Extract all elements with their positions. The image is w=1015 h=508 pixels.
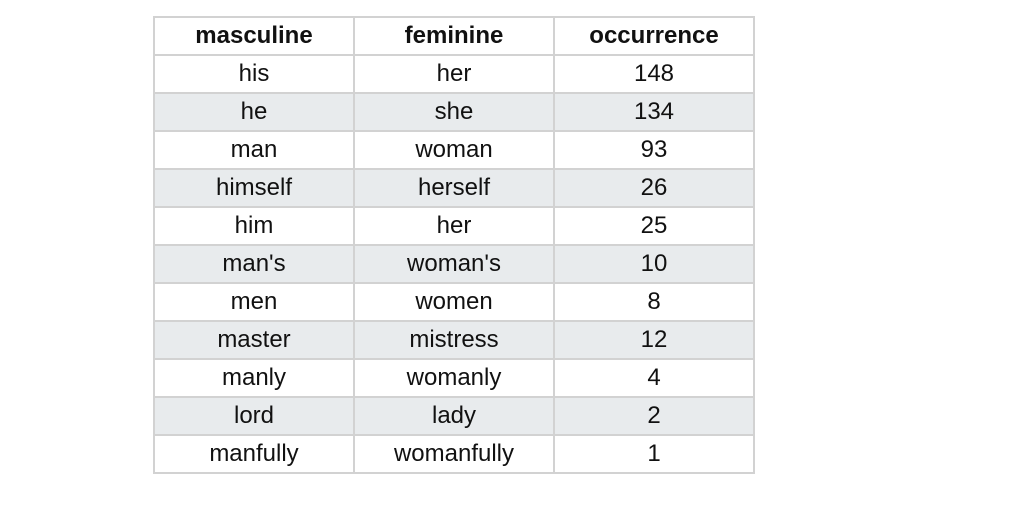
cell-feminine: womanly: [353, 358, 555, 398]
table-header-row: masculine feminine occurrence: [153, 16, 755, 56]
cell-masculine: his: [153, 54, 355, 94]
cell-masculine: men: [153, 282, 355, 322]
cell-masculine: man: [153, 130, 355, 170]
cell-occurrence: 10: [553, 244, 755, 284]
cell-masculine: lord: [153, 396, 355, 436]
cell-occurrence: 26: [553, 168, 755, 208]
cell-occurrence: 93: [553, 130, 755, 170]
cell-masculine: master: [153, 320, 355, 360]
cell-occurrence: 134: [553, 92, 755, 132]
cell-masculine: manfully: [153, 434, 355, 474]
word-pairs-table: masculine feminine occurrence his her 14…: [153, 16, 755, 474]
table-row: lord lady 2: [153, 396, 755, 436]
cell-feminine: her: [353, 206, 555, 246]
cell-feminine: woman: [353, 130, 555, 170]
table-row: man's woman's 10: [153, 244, 755, 284]
table-row: he she 134: [153, 92, 755, 132]
cell-feminine: lady: [353, 396, 555, 436]
header-masculine: masculine: [153, 16, 355, 56]
cell-feminine: womanfully: [353, 434, 555, 474]
cell-feminine: her: [353, 54, 555, 94]
cell-masculine: man's: [153, 244, 355, 284]
cell-occurrence: 2: [553, 396, 755, 436]
word-pairs-table-container: masculine feminine occurrence his her 14…: [153, 16, 755, 474]
table-row: manfully womanfully 1: [153, 434, 755, 474]
cell-occurrence: 4: [553, 358, 755, 398]
cell-occurrence: 1: [553, 434, 755, 474]
cell-feminine: she: [353, 92, 555, 132]
cell-feminine: woman's: [353, 244, 555, 284]
cell-masculine: he: [153, 92, 355, 132]
table-row: him her 25: [153, 206, 755, 246]
table-row: his her 148: [153, 54, 755, 94]
cell-feminine: mistress: [353, 320, 555, 360]
header-feminine: feminine: [353, 16, 555, 56]
header-occurrence: occurrence: [553, 16, 755, 56]
table-row: men women 8: [153, 282, 755, 322]
cell-occurrence: 148: [553, 54, 755, 94]
table-row: master mistress 12: [153, 320, 755, 360]
cell-feminine: herself: [353, 168, 555, 208]
cell-occurrence: 8: [553, 282, 755, 322]
cell-feminine: women: [353, 282, 555, 322]
table-row: manly womanly 4: [153, 358, 755, 398]
cell-masculine: manly: [153, 358, 355, 398]
table-row: himself herself 26: [153, 168, 755, 208]
table-row: man woman 93: [153, 130, 755, 170]
cell-masculine: him: [153, 206, 355, 246]
cell-occurrence: 25: [553, 206, 755, 246]
cell-masculine: himself: [153, 168, 355, 208]
cell-occurrence: 12: [553, 320, 755, 360]
